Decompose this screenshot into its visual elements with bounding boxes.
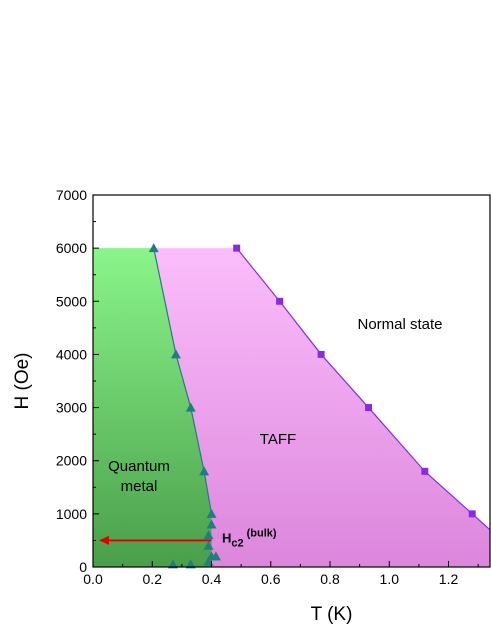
x-axis-title: T (K) — [311, 604, 353, 625]
square-point — [317, 350, 325, 358]
y-tick-label: 3000 — [56, 400, 87, 416]
hc2-superscript: (bulk) — [247, 527, 277, 539]
y-axis-title: H (Oe) — [12, 353, 33, 410]
x-tick-label: 0.6 — [261, 571, 281, 587]
triangle-point — [203, 530, 214, 540]
y-tick-label: 5000 — [56, 293, 87, 309]
triangle-point — [167, 559, 178, 569]
hc2-arrow — [98, 535, 212, 545]
triangle-point — [199, 466, 210, 476]
triangle-point — [148, 243, 159, 253]
y-tick-label: 7000 — [56, 187, 87, 203]
square-point — [421, 467, 429, 475]
x-tick-label: 0.2 — [143, 571, 163, 587]
axis-ticks — [92, 194, 479, 568]
y-tick-label: 1000 — [56, 506, 87, 522]
quantum-metal-region — [93, 248, 212, 567]
x-tick-label: 1.0 — [380, 571, 400, 587]
taff-label: TAFF — [260, 431, 296, 448]
hc2-subscript: c2 — [231, 537, 243, 549]
hc2-main: H — [222, 530, 231, 545]
phase-regions — [93, 248, 490, 567]
y-tick-label: 4000 — [56, 346, 87, 362]
hc2-arrow-head — [98, 535, 109, 545]
triangle-point — [206, 508, 217, 518]
quantum-metal-label-line1: Quantum — [108, 458, 170, 475]
quantum-metal-label-line2: metal — [121, 478, 158, 495]
square-point — [365, 404, 373, 412]
square-point — [276, 297, 284, 305]
triangle-point — [203, 540, 214, 550]
taff-region — [153, 248, 490, 567]
y-tick-label: 2000 — [56, 453, 87, 469]
triangle-point — [206, 519, 217, 529]
y-tick-label: 6000 — [56, 240, 87, 256]
series-markers — [148, 243, 476, 569]
triangle-point — [185, 402, 196, 412]
square-point — [233, 244, 241, 252]
x-tick-label: 1.2 — [439, 571, 459, 587]
triangle-point — [170, 349, 181, 359]
square-point — [468, 510, 476, 518]
y-tick-label: 0 — [79, 559, 87, 575]
triangle-point — [210, 551, 221, 561]
x-tick-label: 0.4 — [202, 571, 222, 587]
triangle-point — [185, 559, 196, 569]
x-tick-label: 0.8 — [320, 571, 340, 587]
normal-state-label: Normal state — [357, 316, 442, 333]
x-tick-label: 0.0 — [83, 571, 103, 587]
axis-tick-labels: 0.0 0.2 0.4 0.6 0.8 1.0 1.2 0 1000 2000 3000 4000 50… — [56, 187, 459, 587]
hc2-bulk-label: Hc2 (bulk) — [222, 527, 277, 549]
